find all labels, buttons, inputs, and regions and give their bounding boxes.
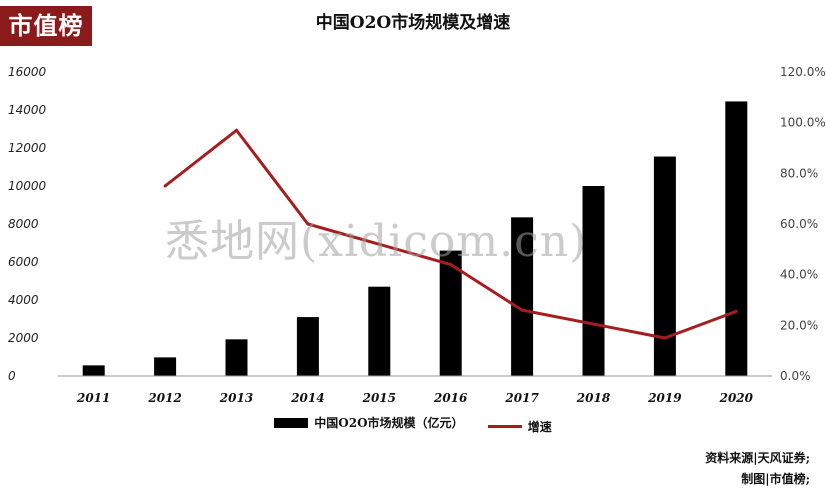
left-y-tick-label: 16000 (8, 65, 47, 79)
left-y-tick-label: 0 (8, 369, 16, 383)
legend-swatch-line (487, 424, 522, 428)
bar-2011 (82, 365, 105, 376)
watermark: 悉地网(xidicom.cn) (165, 216, 588, 267)
bar-2015 (368, 286, 391, 376)
maker-note: 制图|市值榜; (741, 472, 810, 486)
right-y-tick-label: 40.0% (780, 268, 818, 282)
left-y-tick-label: 4000 (8, 293, 39, 307)
left-y-axis: 0 2000 4000 6000 8000 10000 12000 14000 16000 (8, 65, 47, 383)
bar-2016 (439, 250, 462, 376)
x-tick-label: 2011 (76, 391, 110, 405)
x-tick-label: 2018 (576, 391, 611, 405)
growth-point-2014 (306, 222, 310, 226)
logo: 市值榜 (0, 6, 92, 46)
bar-2018 (582, 186, 605, 376)
bar-2017 (511, 217, 534, 376)
growth-point-2020 (734, 309, 738, 313)
x-tick-label: 2013 (219, 391, 253, 405)
right-y-tick-label: 80.0% (780, 166, 818, 180)
source-note: 资料来源|天风证券; (705, 451, 810, 465)
bar-2012 (154, 357, 177, 376)
bar-2013 (225, 339, 248, 376)
bar-2019 (653, 156, 676, 376)
legend-item-line: 增速 (487, 418, 552, 435)
right-y-axis: 0.0% 20.0% 40.0% 60.0% 80.0% 100.0% 120.0% (780, 65, 826, 383)
x-axis: 2011 2012 2013 2014 2015 2016 2017 2018 2019 2020 (58, 375, 772, 405)
left-y-tick-label: 12000 (8, 141, 47, 155)
x-tick-label: 2017 (504, 391, 539, 405)
chart-title: 中国O2O市场规模及增速 (315, 13, 511, 33)
growth-point-2015 (377, 242, 381, 246)
growth-point-2016 (449, 263, 453, 267)
left-y-tick-label: 8000 (8, 217, 39, 231)
right-y-tick-label: 100.0% (780, 116, 826, 130)
growth-point-2017 (520, 308, 524, 312)
bar-2014 (296, 317, 319, 376)
legend-label-bars: 中国O2O市场规模（亿元） (314, 416, 464, 430)
bar-2020 (725, 101, 748, 376)
x-tick-label: 2016 (433, 391, 468, 405)
x-tick-label: 2015 (362, 391, 396, 405)
left-y-tick-label: 10000 (8, 179, 47, 193)
legend-swatch-bars (274, 417, 309, 428)
left-y-tick-label: 2000 (8, 331, 39, 345)
legend: 中国O2O市场规模（亿元） 增速 (0, 414, 826, 435)
line-group (163, 128, 738, 340)
growth-point-2013 (235, 128, 238, 132)
left-y-tick-label: 6000 (8, 255, 39, 269)
right-y-tick-label: 120.0% (780, 65, 826, 79)
legend-label-line: 增速 (527, 419, 552, 434)
x-tick-label: 2012 (147, 391, 181, 405)
growth-point-2019 (663, 336, 667, 340)
x-tick-label: 2014 (290, 391, 324, 405)
legend-item-bars: 中国O2O市场规模（亿元） (274, 414, 464, 431)
bars-group (82, 101, 748, 376)
left-y-tick-label: 14000 (8, 103, 47, 117)
growth-point-2012 (163, 184, 167, 188)
x-tick-label: 2019 (647, 391, 682, 405)
right-y-tick-label: 20.0% (780, 318, 818, 332)
growth-point-2018 (592, 322, 595, 326)
right-y-tick-label: 60.0% (780, 217, 818, 231)
x-tick-label: 2020 (719, 391, 754, 405)
right-y-tick-label: 0.0% (780, 369, 811, 383)
